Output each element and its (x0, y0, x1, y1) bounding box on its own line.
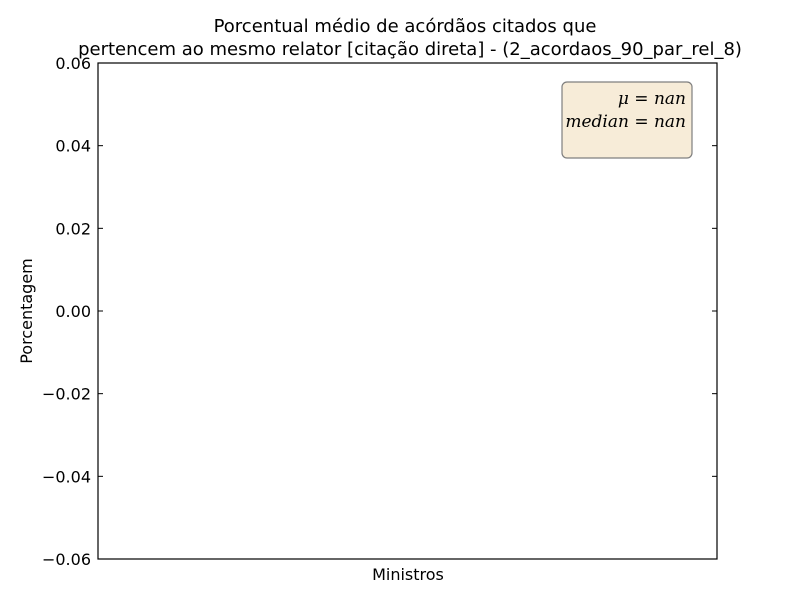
chart-title-line1: Porcentual médio de acórdãos citados que (214, 16, 597, 37)
stats-median: median = nan (565, 112, 686, 132)
y-tick-label: 0.06 (55, 54, 91, 73)
y-tick-label: −0.06 (42, 550, 91, 569)
y-tick-label: −0.02 (42, 385, 91, 404)
stats-mean: μ = nan (618, 89, 686, 109)
chart-title-line2: pertencem ao mesmo relator [citação dire… (78, 39, 742, 60)
y-tick-label: 0.04 (55, 137, 91, 156)
x-axis-label: Ministros (372, 565, 444, 584)
stats-box: μ = nan median = nan (561, 81, 693, 159)
y-axis-label: Porcentagem (17, 258, 36, 364)
y-tick-label: 0.00 (55, 302, 91, 321)
y-tick-label: 0.02 (55, 219, 91, 238)
stats-box-frame (561, 81, 693, 159)
y-axis: −0.06 −0.04 −0.02 0.00 0.02 0.04 0.06 (42, 54, 717, 569)
y-tick-label: −0.04 (42, 467, 91, 486)
